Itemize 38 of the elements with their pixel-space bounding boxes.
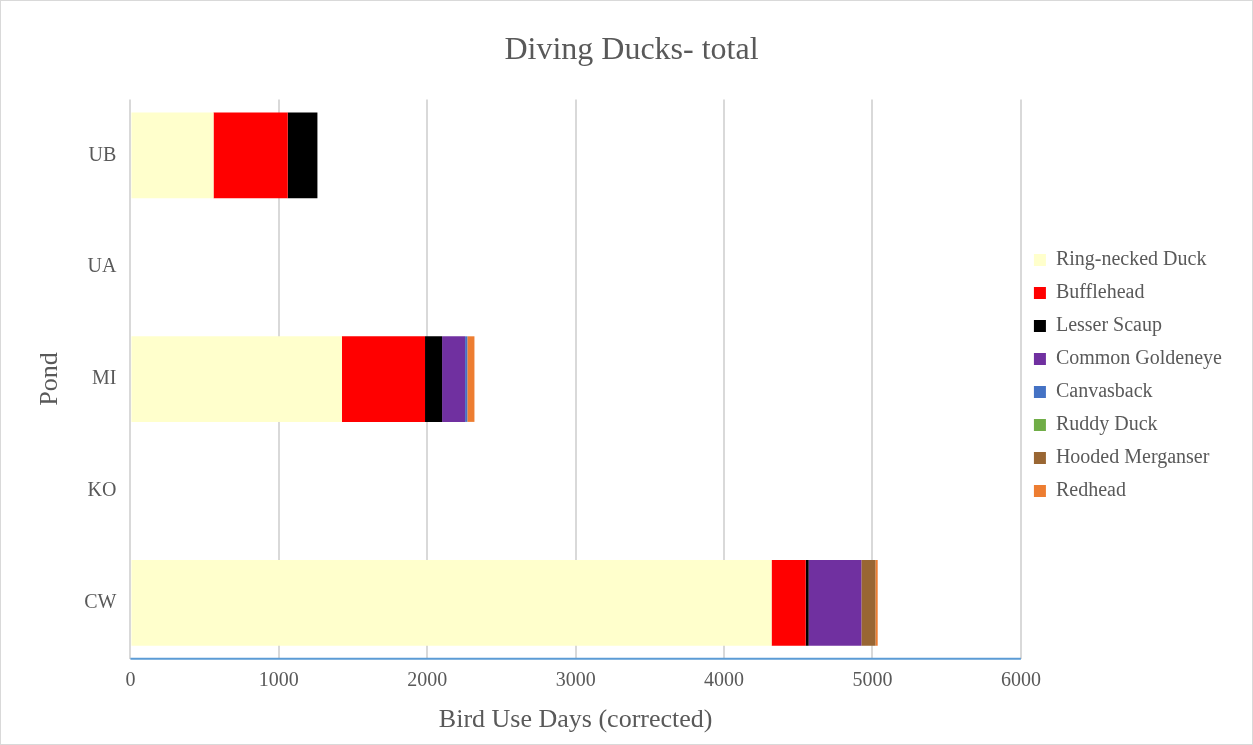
- x-axis-title: Bird Use Days (corrected): [438, 704, 713, 734]
- x-tick-label: 3000: [555, 668, 596, 691]
- x-tick-label: 6000: [1000, 668, 1041, 691]
- legend-label: Bufflehead: [1055, 280, 1145, 303]
- bar: [465, 336, 468, 422]
- y-tick-label: KO: [87, 478, 117, 501]
- bar: [808, 560, 862, 646]
- x-tick-label: 5000: [852, 668, 893, 691]
- y-tick-label: MI: [91, 366, 117, 389]
- y-axis-title: Pond: [34, 352, 64, 406]
- bar: [131, 336, 342, 422]
- bar: [771, 560, 806, 646]
- bar: [442, 336, 466, 422]
- legend-label: Redhead: [1055, 478, 1126, 501]
- bar: [213, 112, 288, 199]
- bar: [875, 560, 878, 646]
- legend-label: Ruddy Duck: [1055, 412, 1158, 436]
- legend-label: Lesser Scaup: [1055, 313, 1162, 337]
- x-tick-label: 1000: [258, 668, 299, 691]
- legend-label: Canvasback: [1055, 379, 1153, 402]
- legend-label: Ring-necked Duck: [1055, 247, 1207, 271]
- bar: [131, 560, 772, 646]
- y-tick-label: UB: [88, 142, 117, 165]
- chart-title: Diving Ducks- total: [504, 29, 759, 66]
- y-tick-label: CW: [84, 590, 117, 613]
- bar: [425, 336, 443, 422]
- x-tick-label: 2000: [407, 668, 448, 691]
- x-tick-label: 4000: [704, 668, 745, 691]
- y-tick-label: UA: [87, 254, 117, 277]
- bar: [805, 560, 809, 646]
- bar: [467, 336, 475, 422]
- legend-label: Common Goldeneye: [1055, 346, 1223, 370]
- bar: [861, 560, 876, 646]
- bar: [131, 112, 214, 199]
- x-tick-label: 0: [125, 668, 136, 691]
- legend-label: Hooded Merganser: [1055, 445, 1210, 469]
- bar: [287, 112, 318, 199]
- bar: [341, 336, 426, 422]
